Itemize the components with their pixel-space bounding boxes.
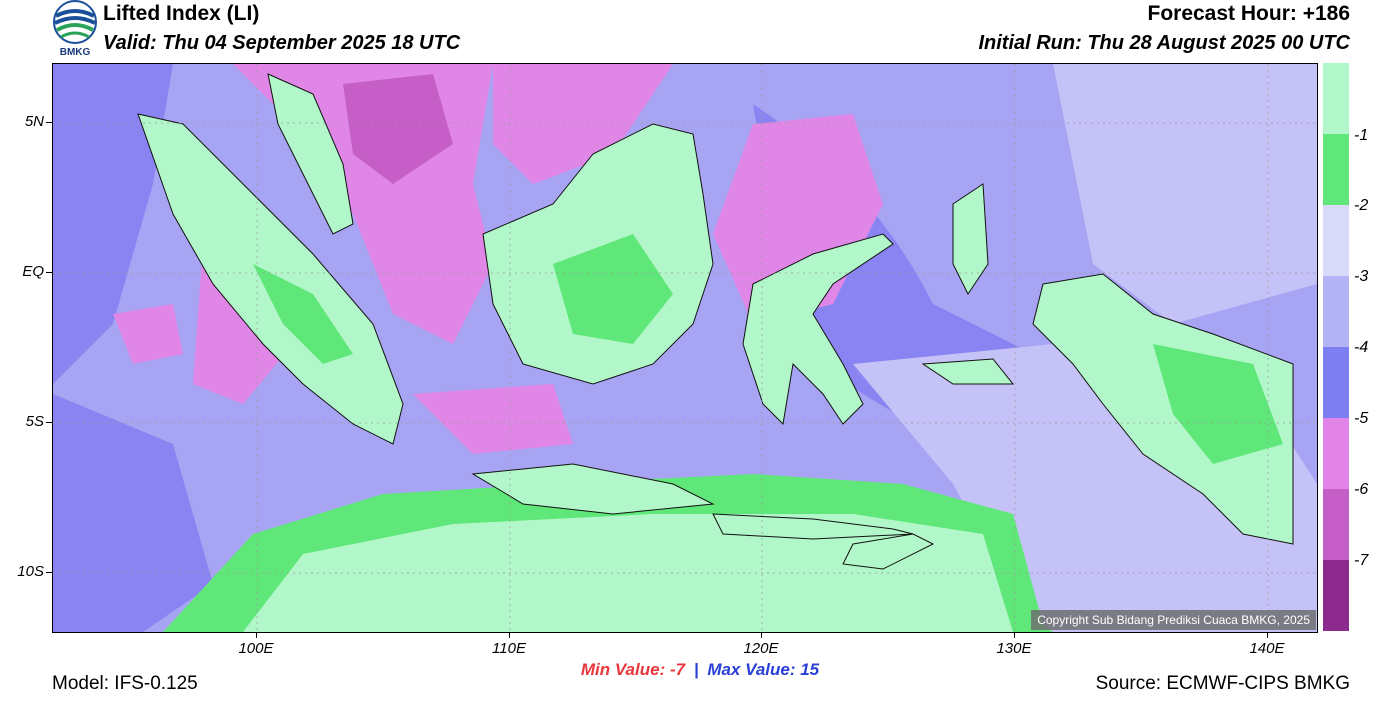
copyright-notice: Copyright Sub Bidang Prediksi Cuaca BMKG… xyxy=(1031,610,1316,630)
lon-tick xyxy=(256,632,257,638)
region-magenta-ne xyxy=(493,64,673,184)
lon-tick xyxy=(1267,632,1268,638)
region-lightgreen-south xyxy=(243,514,1013,632)
region-magenta-dark xyxy=(343,74,453,184)
max-value: Max Value: 15 xyxy=(707,660,820,679)
lat-tick xyxy=(46,572,52,573)
lon-tick xyxy=(761,632,762,638)
legend-label: -2 xyxy=(1354,197,1369,214)
bmkg-logo: BMKG xyxy=(52,0,98,60)
region-magenta-java-sea xyxy=(413,384,573,454)
lon-label-120e: 120E xyxy=(743,640,779,657)
lat-label-eq: EQ xyxy=(22,263,44,280)
legend-label: -5 xyxy=(1354,410,1369,427)
initial-run: Initial Run: Thu 28 August 2025 00 UTC xyxy=(978,32,1350,54)
map-gridlines xyxy=(53,64,1317,632)
map-canvas xyxy=(53,64,1317,632)
sumatra-green-patch xyxy=(253,264,353,364)
forecast-hour: Forecast Hour: +186 xyxy=(1147,2,1351,25)
lat-label-5s: 5S xyxy=(25,413,44,430)
legend-label: -7 xyxy=(1354,552,1369,569)
malay-peninsula xyxy=(267,73,354,235)
legend-swatch xyxy=(1323,560,1349,631)
legend-swatch xyxy=(1323,276,1349,347)
legend-swatch xyxy=(1323,205,1349,276)
legend-swatch xyxy=(1323,134,1349,205)
lon-label-100e: 100E xyxy=(238,640,274,657)
borneo-green-patch xyxy=(553,234,673,344)
bmkg-logo-icon xyxy=(53,0,97,44)
model-info: Model: IFS-0.125 xyxy=(52,673,198,694)
island-halmahera xyxy=(952,183,989,295)
logo-text: BMKG xyxy=(59,47,91,58)
lifted-index-map xyxy=(52,63,1318,633)
legend-swatch xyxy=(1323,347,1349,418)
lon-label-130e: 130E xyxy=(996,640,1032,657)
island-sulawesi xyxy=(742,233,894,426)
lat-tick xyxy=(46,122,52,123)
min-value: Min Value: -7 xyxy=(580,660,686,679)
legend-label: -1 xyxy=(1354,127,1369,144)
lat-label-10s: 10S xyxy=(17,563,44,580)
lat-label-5n: 5N xyxy=(24,113,44,130)
lon-label-110e: 110E xyxy=(492,640,526,657)
region-southwest-blue xyxy=(53,394,213,632)
island-timor xyxy=(842,533,935,570)
lat-tick xyxy=(46,422,52,423)
chart-title: Lifted Index (LI) xyxy=(103,2,260,25)
lon-tick xyxy=(509,632,510,638)
region-magenta-small xyxy=(113,304,183,364)
minmax-separator: | xyxy=(693,660,699,679)
lat-tick xyxy=(46,272,52,273)
legend-swatch xyxy=(1323,418,1349,489)
papua-green-patch xyxy=(1153,344,1283,464)
region-lavender-ne xyxy=(1053,64,1317,324)
legend-swatch xyxy=(1323,489,1349,560)
island-new-guinea xyxy=(1032,273,1294,545)
lon-tick xyxy=(1014,632,1015,638)
min-max-values: Min Value: -7 | Max Value: 15 xyxy=(0,660,1400,680)
legend-label: -4 xyxy=(1354,339,1369,356)
legend-label: -3 xyxy=(1354,268,1369,285)
region-west-blue xyxy=(53,64,173,384)
legend-colorbar xyxy=(1323,63,1349,631)
island-java xyxy=(471,463,715,515)
legend-label: -6 xyxy=(1354,481,1369,498)
lon-label-140e: 140E xyxy=(1249,640,1285,657)
island-seram xyxy=(921,358,1015,385)
legend-swatch xyxy=(1323,63,1349,134)
valid-time: Valid: Thu 04 September 2025 18 UTC xyxy=(103,32,461,54)
source-info: Source: ECMWF-CIPS BMKG xyxy=(1095,673,1350,694)
